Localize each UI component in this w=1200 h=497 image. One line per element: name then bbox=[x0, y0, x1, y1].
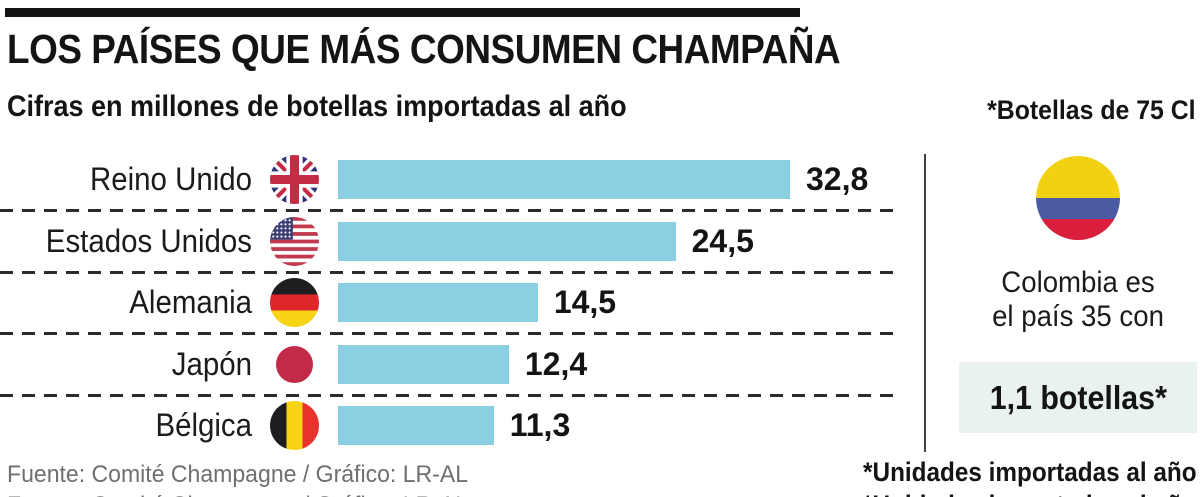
value-bar bbox=[338, 344, 509, 384]
highlight-box: 1,1 botellas* bbox=[959, 362, 1197, 433]
value-label: 14,5 bbox=[553, 284, 617, 321]
be-flag-icon bbox=[266, 395, 322, 457]
value-bar bbox=[338, 406, 494, 445]
us-flag-icon bbox=[266, 211, 322, 273]
chart-row: Estados Unidos 24,5 bbox=[0, 211, 925, 273]
highlight-value: 1,1 botellas* bbox=[989, 378, 1167, 416]
units-footnote: *Unidades importadas al año bbox=[863, 457, 1197, 487]
country-label: Alemania bbox=[129, 284, 252, 321]
colombia-flag-icon bbox=[1036, 156, 1120, 240]
de-flag-icon bbox=[266, 272, 322, 334]
bottle-size-note: *Botellas de 75 Cl bbox=[987, 95, 1196, 125]
chart-row: Bélgica 11,3 bbox=[0, 395, 925, 457]
uk-flag-icon bbox=[266, 149, 322, 211]
colombia-caption: Colombia es el país 35 con bbox=[960, 266, 1196, 334]
chart-row: Alemania 14,5 bbox=[0, 272, 925, 334]
value-bar bbox=[338, 283, 538, 322]
source-credit: Fuente: Comité Champagne / Gráfico: LR-A… bbox=[7, 461, 469, 488]
value-label: 12,4 bbox=[524, 345, 588, 382]
dashed-separator bbox=[0, 332, 895, 335]
colombia-caption-line2: el país 35 con bbox=[992, 300, 1164, 333]
top-rule bbox=[5, 8, 800, 17]
country-label: Bélgica bbox=[155, 407, 252, 444]
clipped-source-line: Fuente: Comité Champagne / Gráfico: LR-A… bbox=[7, 492, 468, 497]
value-bar bbox=[338, 160, 790, 199]
value-label: 32,8 bbox=[806, 161, 869, 198]
chart-row: Reino Unido 32,8 bbox=[0, 149, 925, 211]
chart-subtitle: Cifras en millones de botellas importada… bbox=[7, 90, 627, 123]
dashed-separator bbox=[0, 393, 895, 397]
dashed-separator bbox=[0, 209, 895, 212]
value-label: 24,5 bbox=[691, 222, 754, 259]
value-label: 11,3 bbox=[509, 407, 571, 444]
country-label: Reino Unido bbox=[89, 161, 252, 198]
jp-flag-icon bbox=[266, 334, 322, 396]
vertical-divider bbox=[924, 154, 926, 452]
country-label: Japón bbox=[171, 345, 252, 382]
bar-chart: Reino Unido 32,8 Estados Unidos 24,5 Ale… bbox=[0, 149, 925, 457]
clipped-footnote-line: *Unidades importadas al año bbox=[863, 490, 1197, 497]
value-bar bbox=[338, 221, 676, 261]
dashed-separator bbox=[0, 270, 895, 274]
page-title: LOS PAÍSES QUE MÁS CONSUMEN CHAMPAÑA bbox=[7, 26, 841, 72]
country-label: Estados Unidos bbox=[45, 222, 252, 259]
chart-row: Japón 12,4 bbox=[0, 334, 925, 396]
colombia-caption-line1: Colombia es bbox=[1001, 266, 1155, 299]
